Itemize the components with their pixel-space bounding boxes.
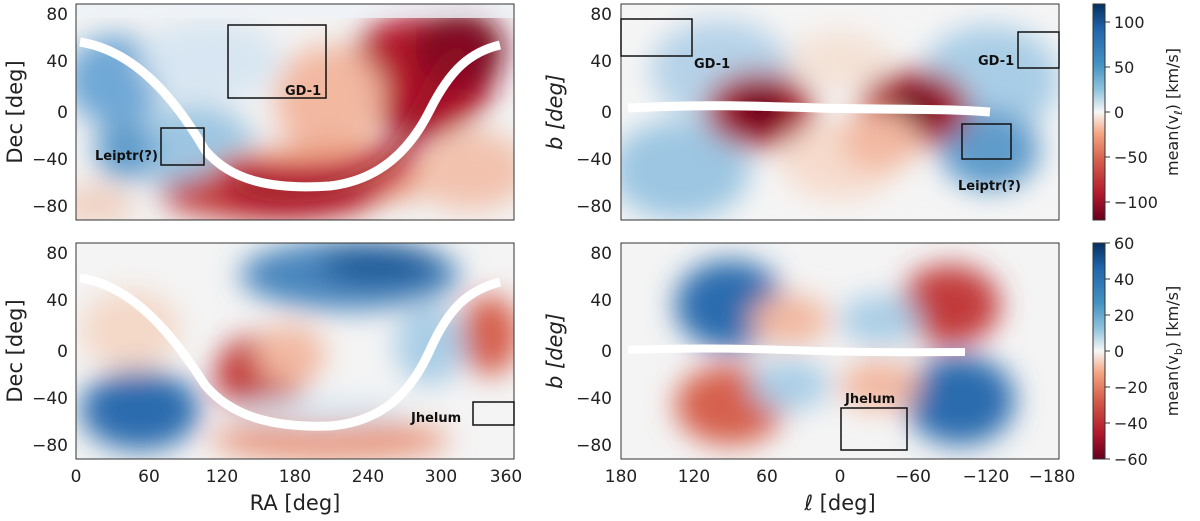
y-tick-label: 80 [46,244,68,264]
colorbar-top: 100 50 0 −50 −100 mean(vℓ) [km/s] [1092,3,1185,221]
colorbar-tick-label: 0 [1114,103,1124,122]
colorbar-label: mean(vb) [km/s] [1163,286,1185,416]
jhelum-box [840,407,908,451]
panel-bottom-left: Jhelum 80 40 0 −40 −80 Dec [deg] 0 60 12… [3,242,523,515]
colorbar-ticks: 100 50 0 −50 −100 [1105,13,1158,212]
y-tick-label: 40 [590,52,612,72]
annotation-label: Jhelum [410,411,461,426]
y-axis-label: Dec [deg] [3,299,27,402]
y-tick-labels: 80 40 0 −40 −80 [576,244,612,456]
x-tick-label: 0 [835,467,846,487]
colorbar-tick-label: 50 [1114,58,1134,77]
x-tick-label: 60 [756,467,778,487]
y-tick-label: −40 [32,150,68,170]
y-tick-label: 80 [590,5,612,25]
x-tick-label: 180 [279,467,311,487]
y-tick-label: 80 [590,244,612,264]
x-tick-label: 180 [605,467,637,487]
colorbar-tick-label: 40 [1114,270,1134,289]
y-tick-label: 80 [46,5,68,25]
y-tick-label: 40 [46,291,68,311]
y-tick-label: −80 [32,436,68,456]
y-tick-label: 0 [601,103,612,123]
y-tick-labels: 80 40 0 −40 −80 [576,5,612,217]
panel-top-right: GD-1 GD-1 Leiptr(?) 80 40 0 −40 −80 b [d… [543,3,1060,221]
colorbar-tick-label: 0 [1114,342,1124,361]
y-tick-label: −80 [32,197,68,217]
gd1-box [620,18,693,57]
x-tick-label: 300 [425,467,457,487]
x-tick-label: 120 [678,467,710,487]
annotation-label: GD-1 [285,84,321,99]
x-tick-labels: 0 60 120 180 240 300 360 [71,467,523,487]
y-tick-labels: 80 40 0 −40 −80 [32,244,68,456]
annotation-label: Leiptr(?) [95,149,158,164]
leiptr-box [961,123,1012,160]
x-tick-label: 0 [71,467,82,487]
x-axis-label: RA [deg] [250,491,341,515]
panel-top-left: GD-1 Leiptr(?) 80 40 0 −40 −80 Dec [deg] [3,3,515,221]
x-tick-label: 240 [352,467,384,487]
x-tick-label: −60 [895,467,931,487]
annotation-label: Jhelum [844,392,895,407]
colorbar-tick-label: 20 [1114,306,1134,325]
x-tick-label: 60 [138,467,160,487]
y-axis-label: Dec [deg] [3,60,27,163]
y-tick-label: 0 [57,342,68,362]
colorbar-tick-label: −20 [1114,378,1148,397]
colorbar-tick-label: −50 [1114,148,1148,167]
y-tick-label: −40 [576,389,612,409]
y-tick-label: −80 [576,436,612,456]
y-axis-label: b [deg] [543,313,567,389]
colorbar-ticks: 60 40 20 0 −20 −40 −60 [1105,234,1148,469]
y-axis-label: b [deg] [543,74,567,150]
annotation-label: Leiptr(?) [958,179,1021,194]
y-tick-label: 0 [57,103,68,123]
x-tick-label: −120 [963,467,1010,487]
panel-bottom-right: Jhelum 80 40 0 −40 −80 b [deg] 180 120 6… [543,242,1076,515]
colorbar-tick-label: −40 [1114,414,1148,433]
x-tick-labels: 180 120 60 0 −60 −120 −180 [605,467,1076,487]
colorbar-label: mean(vℓ) [km/s] [1163,48,1185,176]
y-tick-labels: 80 40 0 −40 −80 [32,5,68,217]
y-tick-label: 40 [46,52,68,72]
jhelum-box [472,401,515,426]
y-tick-label: −80 [576,197,612,217]
leiptr-box [160,127,205,166]
annotation-label: GD-1 [694,57,730,72]
x-tick-label: 360 [490,467,522,487]
colorbar-tick-label: −60 [1114,450,1148,469]
x-axis-label: ℓ [deg] [803,491,875,515]
colorbar-tick-label: −100 [1114,193,1158,212]
x-tick-label: 120 [206,467,238,487]
y-tick-label: 40 [590,291,612,311]
colorbar-tick-label: 60 [1114,234,1134,253]
gd1-box [227,24,327,99]
gd1-box [1017,31,1060,69]
y-tick-label: −40 [576,150,612,170]
colorbar-bottom: 60 40 20 0 −20 −40 −60 mean(vb) [km/s] [1092,234,1185,469]
x-tick-label: −180 [1029,467,1076,487]
colorbar-tick-label: 100 [1114,13,1145,32]
y-tick-label: 0 [601,342,612,362]
y-tick-label: −40 [32,389,68,409]
annotation-label: GD-1 [978,54,1014,69]
